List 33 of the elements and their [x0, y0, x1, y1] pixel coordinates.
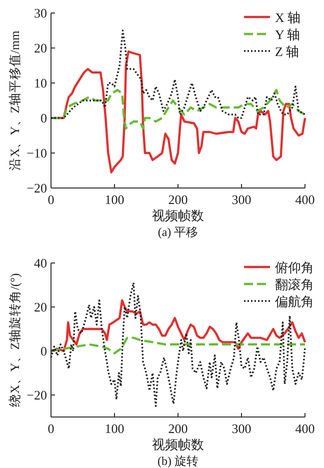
legend-label: 俯仰角 [275, 260, 314, 275]
line-series [50, 336, 306, 354]
y-tick-label: 40 [34, 256, 47, 270]
y-tick-label: 0 [40, 110, 47, 126]
y-tick-label: 10 [34, 76, 47, 90]
y-tick-label: 30 [34, 6, 47, 20]
y-tick-label: 0 [40, 344, 47, 358]
y-axis-title: 沿X、Y、Z轴平移值/mm [8, 30, 22, 170]
line-series [50, 88, 306, 130]
legend-label: Y 轴 [275, 27, 300, 42]
x-tick-label: 100 [104, 421, 124, 436]
x-tick-label: 400 [295, 421, 315, 436]
y-axis-title: 绕X、Y、Z轴旋转角/(°) [8, 273, 22, 407]
x-tick-label: 300 [232, 192, 252, 207]
y-tick-label: −20 [26, 180, 47, 196]
y-tick-label: −20 [26, 388, 47, 402]
y-tick-label: −10 [26, 146, 47, 160]
text: (b) 旋转 [158, 454, 198, 468]
x-tick-label: 200 [168, 421, 188, 436]
text: (a) 平移 [158, 225, 198, 239]
legend-label: 翻滚角 [275, 277, 314, 292]
y-tick-label: 20 [34, 300, 47, 314]
y-tick-label: 20 [34, 40, 47, 56]
x-axis-title: 视频帧数 [152, 208, 204, 223]
x-tick-label: 300 [232, 421, 252, 436]
legend-label: 偏航角 [275, 294, 314, 309]
line-series [50, 30, 306, 119]
x-axis-title: 视频帧数 [152, 437, 204, 452]
x-tick-label: 200 [168, 192, 188, 207]
x-tick-label: 400 [295, 192, 315, 207]
x-tick-label: 100 [104, 192, 124, 207]
legend-label: Z 轴 [275, 44, 300, 59]
legend-label: X 轴 [275, 10, 301, 25]
